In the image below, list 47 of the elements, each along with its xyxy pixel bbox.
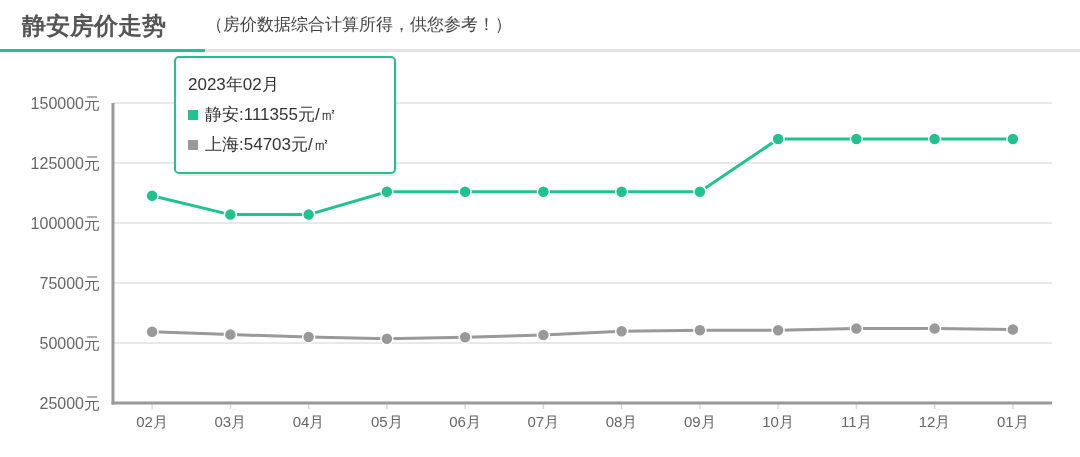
point bbox=[849, 321, 864, 336]
x-tick-label: 10月 bbox=[762, 412, 794, 430]
point bbox=[458, 185, 472, 199]
x-tick-label: 01月 bbox=[997, 412, 1029, 430]
x-tick-label: 03月 bbox=[214, 412, 247, 430]
y-tick-label: 125000元 bbox=[30, 154, 100, 172]
x-tick-label: 07月 bbox=[527, 412, 560, 430]
x-tick-label: 02月 bbox=[136, 412, 168, 430]
point bbox=[301, 207, 316, 222]
point bbox=[927, 321, 942, 336]
point bbox=[223, 207, 238, 222]
point bbox=[1006, 322, 1020, 337]
point bbox=[380, 331, 394, 346]
x-tick-label: 09月 bbox=[684, 412, 716, 430]
x-tick-label: 05月 bbox=[371, 412, 403, 430]
x-tick-label: 06月 bbox=[449, 412, 481, 430]
x-tick-label: 11月 bbox=[841, 412, 872, 430]
point bbox=[458, 330, 472, 344]
y-tick-label: 75000元 bbox=[39, 274, 100, 292]
tooltip: 2023年02月 静安:111355元/㎡ 上海:54703元/㎡ bbox=[174, 56, 397, 176]
point bbox=[771, 323, 785, 338]
point bbox=[536, 328, 551, 342]
point bbox=[927, 132, 942, 146]
point bbox=[614, 185, 629, 199]
x-tick-label: 12月 bbox=[918, 412, 951, 430]
annotation: 静安:111355元/㎡ bbox=[205, 104, 337, 124]
x-tick-label: 08月 bbox=[605, 412, 638, 430]
title: 静安房价走势 bbox=[22, 12, 166, 39]
subtitle: （房价数据综合计算所得，供您参考！） bbox=[206, 15, 512, 34]
point bbox=[145, 324, 159, 339]
point bbox=[693, 185, 707, 199]
y-tick-label: 25000元 bbox=[39, 394, 100, 412]
point bbox=[380, 185, 394, 199]
x-tick-label: 04月 bbox=[292, 412, 325, 430]
annotation: 上海:54703元/㎡ bbox=[205, 134, 330, 154]
point bbox=[693, 323, 707, 338]
point bbox=[301, 330, 316, 344]
y-tick-label: 50000元 bbox=[39, 334, 100, 352]
point bbox=[614, 324, 629, 338]
y-tick-label: 100000元 bbox=[30, 214, 100, 232]
point bbox=[536, 185, 551, 199]
point bbox=[223, 327, 238, 342]
point bbox=[771, 132, 785, 146]
y-tick-label: 150000元 bbox=[30, 94, 100, 112]
point bbox=[145, 189, 159, 203]
point bbox=[1006, 132, 1020, 146]
point bbox=[849, 132, 864, 146]
